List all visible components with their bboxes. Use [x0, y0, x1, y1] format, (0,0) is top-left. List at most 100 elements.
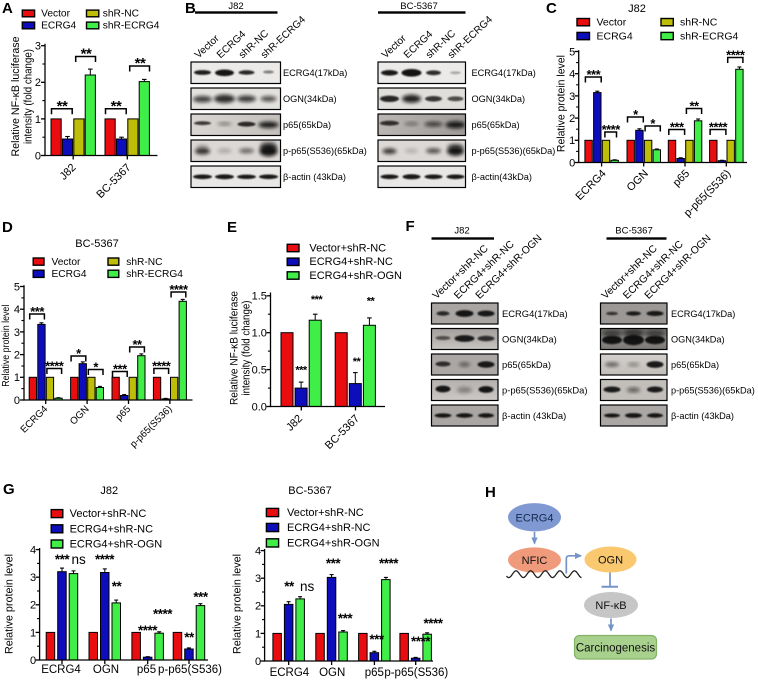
svg-text:Relative protein level: Relative protein level — [556, 55, 568, 152]
svg-text:p65(65kDa): p65(65kDa) — [502, 359, 551, 370]
svg-text:1: 1 — [569, 135, 575, 147]
svg-text:5: 5 — [14, 281, 20, 293]
svg-text:ECRG4: ECRG4 — [41, 664, 81, 676]
svg-text:shR-ECRG4: shR-ECRG4 — [126, 269, 183, 280]
svg-text:Relative protein level: Relative protein level — [1, 305, 12, 387]
svg-text:ECRG4: ECRG4 — [516, 512, 554, 524]
svg-text:ECRG4+shR-NC: ECRG4+shR-NC — [287, 522, 370, 534]
svg-text:BC-5367: BC-5367 — [400, 1, 438, 12]
svg-text:Vector: Vector — [597, 16, 627, 28]
svg-text:β-actin(43kDa): β-actin(43kDa) — [472, 172, 532, 182]
svg-text:ECRG4(17kDa): ECRG4(17kDa) — [671, 309, 735, 319]
svg-text:2: 2 — [35, 77, 41, 89]
svg-text:**: ** — [353, 356, 362, 368]
svg-text:***: *** — [113, 362, 128, 377]
svg-text:**: ** — [367, 296, 376, 308]
svg-text:**: ** — [132, 337, 143, 352]
svg-text:**: ** — [111, 98, 122, 115]
svg-text:*: * — [633, 107, 639, 122]
svg-text:OGN: OGN — [319, 667, 345, 679]
svg-text:4: 4 — [569, 69, 575, 81]
svg-text:3: 3 — [14, 327, 20, 339]
svg-text:J82: J82 — [228, 1, 243, 12]
svg-text:****: **** — [152, 359, 172, 374]
svg-text:ECRG4: ECRG4 — [41, 20, 76, 31]
svg-text:p65(65kDa): p65(65kDa) — [671, 360, 719, 370]
svg-text:Vector: Vector — [52, 257, 81, 268]
svg-text:4: 4 — [14, 304, 20, 316]
svg-text:Relative NF-κB luciferase: Relative NF-κB luciferase — [229, 291, 241, 405]
svg-text:****: **** — [411, 634, 431, 649]
svg-text:2: 2 — [14, 350, 20, 362]
svg-text:OGN: OGN — [93, 664, 119, 676]
svg-text:p-p65(S536)(65kDa): p-p65(S536)(65kDa) — [283, 146, 367, 156]
svg-text:****: **** — [153, 607, 173, 622]
svg-text:OGN(34kDa): OGN(34kDa) — [502, 333, 557, 344]
svg-text:****: **** — [169, 282, 189, 297]
svg-text:β-actin (43kDa): β-actin (43kDa) — [283, 172, 346, 182]
svg-text:*: * — [76, 346, 82, 361]
svg-text:ECRG4(17kDa): ECRG4(17kDa) — [472, 68, 536, 78]
svg-text:****: **** — [45, 359, 65, 374]
svg-text:****: **** — [379, 556, 399, 571]
svg-text:**: ** — [284, 579, 295, 594]
svg-text:ECRG4+shR-OGN: ECRG4+shR-OGN — [70, 539, 163, 551]
svg-text:2: 2 — [255, 601, 261, 613]
svg-text:p-p65(S536)(65kDa): p-p65(S536)(65kDa) — [502, 384, 587, 395]
svg-text:shR-ECRG4: shR-ECRG4 — [680, 30, 739, 42]
svg-text:****: **** — [423, 616, 443, 631]
svg-text:ECRG4: ECRG4 — [270, 667, 310, 679]
svg-text:***: *** — [30, 304, 45, 319]
svg-text:OGN(34kDa): OGN(34kDa) — [472, 94, 526, 104]
svg-text:OGN(34kDa): OGN(34kDa) — [283, 94, 337, 104]
svg-text:G: G — [3, 481, 15, 498]
svg-text:0: 0 — [30, 655, 36, 667]
svg-text:Relative protein level: Relative protein level — [232, 554, 244, 654]
svg-text:3: 3 — [255, 573, 261, 585]
svg-text:BC-5367: BC-5367 — [75, 238, 118, 250]
svg-text:ns: ns — [300, 579, 315, 594]
svg-text:***: *** — [193, 590, 209, 605]
svg-text:3: 3 — [569, 91, 575, 103]
svg-text:**: ** — [689, 99, 700, 114]
svg-text:2: 2 — [30, 600, 36, 612]
svg-text:shR-NC: shR-NC — [103, 8, 139, 19]
svg-text:3: 3 — [35, 41, 41, 53]
svg-text:****: **** — [95, 552, 115, 567]
svg-text:****: **** — [726, 48, 746, 63]
svg-text:Vector+shR-NC: Vector+shR-NC — [287, 507, 364, 519]
svg-text:H: H — [485, 484, 496, 501]
svg-text:2: 2 — [569, 113, 575, 125]
svg-text:shR-NC: shR-NC — [680, 16, 718, 28]
svg-text:**: ** — [81, 46, 92, 63]
svg-text:intensity (fold change): intensity (fold change) — [241, 301, 253, 396]
svg-text:NFIC: NFIC — [522, 555, 548, 567]
svg-text:BC-5367: BC-5367 — [288, 485, 331, 497]
svg-text:Vector+shR-NC: Vector+shR-NC — [309, 242, 386, 254]
svg-text:ECRG4: ECRG4 — [597, 30, 633, 42]
svg-text:**: ** — [112, 579, 123, 594]
svg-text:p-p65(S536): p-p65(S536) — [384, 667, 448, 679]
svg-text:NF-κB: NF-κB — [595, 600, 626, 612]
svg-text:p-p65(S536)(65kDa): p-p65(S536)(65kDa) — [671, 385, 755, 395]
svg-text:Vector+shR-NC: Vector+shR-NC — [70, 508, 147, 520]
svg-text:shR-NC: shR-NC — [126, 257, 162, 268]
svg-text:*: * — [650, 116, 656, 131]
svg-text:p65: p65 — [137, 664, 156, 676]
svg-text:***: *** — [55, 552, 71, 567]
svg-text:1: 1 — [30, 627, 36, 639]
svg-text:p-p65(S536): p-p65(S536) — [158, 664, 222, 676]
svg-text:p-p65(S536)(65kDa): p-p65(S536)(65kDa) — [472, 146, 556, 156]
svg-text:OGN(34kDa): OGN(34kDa) — [671, 334, 725, 344]
svg-text:1: 1 — [255, 628, 261, 640]
svg-text:***: *** — [326, 556, 342, 571]
svg-text:BC-5367: BC-5367 — [615, 226, 653, 237]
svg-text:A: A — [2, 0, 13, 17]
svg-text:ECRG4+shR-NC: ECRG4+shR-NC — [309, 256, 392, 268]
svg-text:**: ** — [135, 55, 146, 72]
svg-text:β-actin (43kDa): β-actin (43kDa) — [502, 410, 566, 421]
svg-text:Vector: Vector — [41, 8, 70, 19]
svg-text:ECRG4+shR-OGN: ECRG4+shR-OGN — [287, 538, 380, 550]
svg-text:0: 0 — [14, 395, 20, 407]
svg-text:J82: J82 — [100, 485, 118, 497]
